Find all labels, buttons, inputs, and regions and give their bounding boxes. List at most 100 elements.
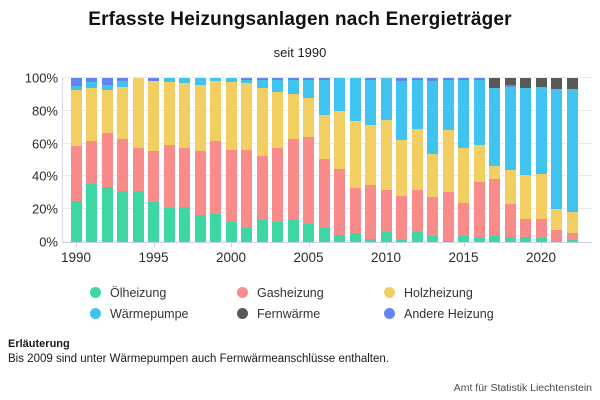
x-tick-label-2015: 2015 xyxy=(448,250,479,265)
segment-2002-Gasheizung xyxy=(256,156,268,220)
segment-1996-Gasheizung xyxy=(163,145,175,208)
segment-2021-Fernwärme xyxy=(551,78,562,89)
segment-2021-Wärmepumpe xyxy=(551,88,562,210)
segment-2011-Holzheizung xyxy=(396,140,407,197)
footer-note: Bis 2009 sind unter Wärmepumpen auch Fer… xyxy=(8,353,389,365)
segment-2011-Wärmepumpe xyxy=(396,80,407,141)
segment-1990-Holzheizung xyxy=(70,90,82,146)
bar-2019 xyxy=(520,78,531,242)
segment-1998-Wärmepumpe xyxy=(194,78,206,86)
segment-1993-Holzheizung xyxy=(117,86,128,139)
bar-1993 xyxy=(117,78,128,242)
segment-2019-Holzheizung xyxy=(520,174,531,219)
bar-2017 xyxy=(489,78,500,242)
chart-title: Erfasste Heizungsanlagen nach Energieträ… xyxy=(88,9,512,30)
segment-1993-Ölheizung xyxy=(117,190,128,242)
segment-1993-Gasheizung xyxy=(117,138,128,191)
segment-2018-Fernwärme xyxy=(504,78,516,86)
segment-1999-Holzheizung xyxy=(210,81,221,141)
segment-2006-Gasheizung xyxy=(318,159,330,229)
segment-2006-Wärmepumpe xyxy=(318,79,330,116)
segment-2008-Holzheizung xyxy=(349,121,361,189)
bar-2021 xyxy=(551,78,562,242)
segment-2015-Gasheizung xyxy=(458,203,469,236)
segment-2000-Holzheizung xyxy=(225,81,237,150)
segment-2020-Fernwärme xyxy=(535,78,547,87)
segment-2009-Gasheizung xyxy=(365,184,376,240)
segment-2019-Ölheizung xyxy=(520,237,531,242)
segment-2011-Andere Heizung xyxy=(396,78,407,81)
segment-2010-Wärmepumpe xyxy=(380,78,392,121)
bar-2006 xyxy=(318,78,330,242)
segment-2017-Holzheizung xyxy=(489,166,500,179)
segment-2012-Gasheizung xyxy=(411,189,423,233)
y-tick-label-20: 20% xyxy=(31,201,58,217)
segment-2011-Ölheizung xyxy=(396,240,407,242)
segment-2021-Holzheizung xyxy=(551,209,562,231)
legend-swatch-icon xyxy=(384,287,395,298)
segment-2003-Gasheizung xyxy=(272,148,283,223)
segment-2022-Fernwärme xyxy=(566,78,578,89)
bar-2010 xyxy=(380,78,392,242)
x-tick-2015 xyxy=(463,242,465,247)
segment-2010-Holzheizung xyxy=(380,120,392,190)
segment-2003-Holzheizung xyxy=(272,91,283,149)
segment-2020-Ölheizung xyxy=(535,238,547,242)
bar-2003 xyxy=(272,78,283,242)
segment-2001-Ölheizung xyxy=(241,227,252,242)
gridline-0 xyxy=(62,242,592,243)
segment-2006-Andere Heizung xyxy=(318,78,330,80)
segment-2007-Ölheizung xyxy=(334,234,345,242)
bar-2013 xyxy=(427,78,438,242)
y-tick-label-100: 100% xyxy=(24,70,58,86)
legend-swatch-icon xyxy=(237,308,248,319)
bar-2005 xyxy=(303,78,314,242)
segment-2021-Ölheizung xyxy=(551,241,562,242)
bar-2007 xyxy=(334,78,345,242)
segment-2018-Wärmepumpe xyxy=(504,86,516,171)
segment-2013-Gasheizung xyxy=(427,197,438,236)
bar-2014 xyxy=(442,78,454,242)
segment-2014-Ölheizung xyxy=(442,240,454,242)
segment-1996-Holzheizung xyxy=(163,82,175,146)
segment-2014-Holzheizung xyxy=(442,130,454,193)
bar-2001 xyxy=(241,78,252,242)
segment-2016-Gasheizung xyxy=(473,182,485,239)
segment-1992-Gasheizung xyxy=(101,132,113,188)
y-tick-label-0: 0% xyxy=(39,234,58,250)
x-tick-label-1990: 1990 xyxy=(60,250,92,265)
bar-2004 xyxy=(287,78,299,242)
segment-2003-Wärmepumpe xyxy=(272,79,283,92)
bar-2016 xyxy=(473,78,485,242)
chart-subtitle: seit 1990 xyxy=(273,45,327,60)
segment-2015-Holzheizung xyxy=(458,148,469,204)
y-axis-line xyxy=(62,78,63,242)
segment-2012-Wärmepumpe xyxy=(411,80,423,129)
segment-2014-Gasheizung xyxy=(442,192,454,241)
plot-area: 0% 20% 40% 60% 80% 100% 1990 1995 2000 2005 2010 2… xyxy=(25,71,592,265)
segment-1999-Ölheizung xyxy=(210,213,221,242)
segment-1992-Ölheizung xyxy=(101,187,113,242)
bar-2002 xyxy=(256,78,268,242)
segment-1993-Andere Heizung xyxy=(117,78,128,81)
segment-2018-Holzheizung xyxy=(504,170,516,204)
segment-1990-Wärmepumpe xyxy=(70,85,82,91)
segment-2008-Gasheizung xyxy=(349,188,361,233)
legend-item-Gasheizung: Gasheizung xyxy=(237,284,384,301)
legend-swatch-icon xyxy=(384,308,395,319)
segment-2001-Wärmepumpe xyxy=(241,79,252,83)
segment-2012-Holzheizung xyxy=(411,128,423,190)
segment-2014-Andere Heizung xyxy=(442,78,454,81)
segment-1991-Holzheizung xyxy=(86,87,97,141)
segment-2012-Andere Heizung xyxy=(411,78,423,80)
segment-1990-Ölheizung xyxy=(70,200,82,242)
segment-1995-Gasheizung xyxy=(148,151,159,203)
segment-1991-Ölheizung xyxy=(86,184,97,242)
y-tick-label-60: 60% xyxy=(31,136,58,152)
segment-1995-Andere Heizung xyxy=(148,78,159,81)
legend: Ölheizung Gasheizung Holzheizung Wärmepumpe… xyxy=(90,284,550,322)
segment-2017-Wärmepumpe xyxy=(489,87,500,167)
segment-1997-Wärmepumpe xyxy=(179,78,190,83)
bar-2011 xyxy=(396,78,407,242)
segment-2001-Gasheizung xyxy=(241,150,252,228)
